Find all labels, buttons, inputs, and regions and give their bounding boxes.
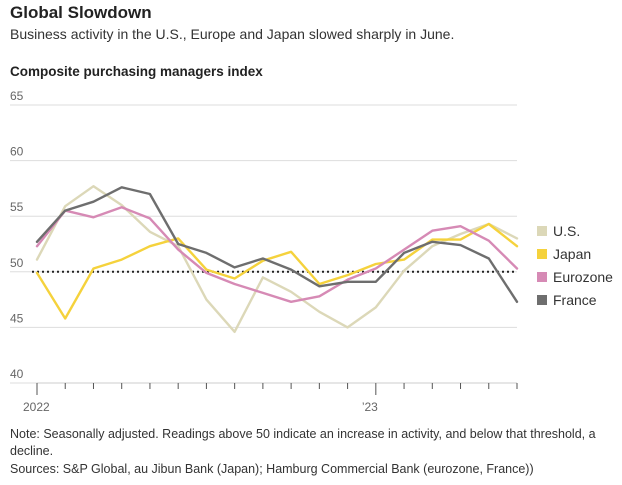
- series-line-france: [35, 186, 519, 303]
- legend-label-france: France: [553, 292, 597, 308]
- series-line-eurozone: [35, 206, 519, 303]
- legend: U.S. Japan Eurozone France: [537, 223, 613, 308]
- chart-subtitle: Business activity in the U.S., Europe an…: [10, 26, 455, 42]
- series-line-us: [35, 184, 519, 333]
- legend-label-eurozone: Eurozone: [553, 269, 613, 285]
- chart-note: Note: Seasonally adjusted. Readings abov…: [10, 427, 596, 458]
- legend-swatch-france: [537, 295, 547, 305]
- legend-swatch-eurozone: [537, 272, 547, 282]
- x-tick-label-12: ’23: [362, 400, 378, 414]
- series-lines: [35, 184, 519, 333]
- legend-label-us: U.S.: [553, 223, 580, 239]
- line-chart: 40 45 50 55 60 65 2022 ’23 U.S. Japan Eurozone Fr…: [10, 89, 613, 414]
- y-tick-label-65: 65: [10, 89, 24, 103]
- grid: 40 45 50 55 60 65: [10, 89, 517, 384]
- x-axis: 2022 ’23: [23, 382, 518, 414]
- x-tick-label-0: 2022: [23, 400, 50, 414]
- y-tick-label-55: 55: [10, 200, 24, 214]
- y-tick-label-60: 60: [10, 145, 24, 159]
- chart-label: Composite purchasing managers index: [10, 64, 263, 79]
- legend-swatch-us: [537, 226, 547, 236]
- legend-swatch-japan: [537, 249, 547, 259]
- y-tick-label-45: 45: [10, 311, 24, 325]
- y-tick-label-50: 50: [10, 256, 24, 270]
- chart-title: Global Slowdown: [10, 3, 152, 22]
- series-line-japan: [35, 222, 519, 320]
- y-tick-label-40: 40: [10, 367, 24, 381]
- chart-sources: Sources: S&P Global, au Jibun Bank (Japa…: [10, 462, 534, 476]
- legend-label-japan: Japan: [553, 246, 591, 262]
